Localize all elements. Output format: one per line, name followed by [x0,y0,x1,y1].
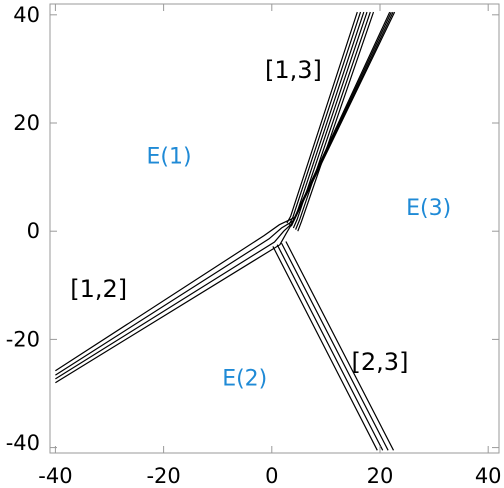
x-tick-labels: -40 -20 0 20 40 [38,464,501,488]
region-label: E(3) [406,196,451,221]
contour-line-13 [295,11,371,230]
plot-frame [49,3,500,454]
contour-line-6 [276,244,384,451]
y-tick-label: 40 [13,3,40,27]
x-tick-label: 20 [367,464,394,488]
y-tick-label: 20 [13,111,40,135]
contour-line-10 [288,11,362,225]
contour-line-7 [280,242,389,451]
x-tick-label: -20 [146,464,180,488]
contour-lines [55,11,396,451]
region-label: E(2) [222,366,267,391]
region-labels: E(1) E(2) E(3) [146,144,451,391]
y-tick-label: -20 [6,327,40,351]
wall-labels: [1,3] [1,2] [2,3] [70,56,408,376]
contour-line-12 [292,11,368,229]
contour-line-8 [285,241,395,451]
y-tick-labels: -40 -20 0 20 40 [6,3,40,455]
y-tick-label: -40 [6,431,40,455]
contour-line-11 [290,11,365,227]
x-tick-label: -40 [38,464,72,488]
wall-label: [2,3] [352,348,409,376]
contour-line-2 [55,11,392,380]
y-tick-label: 0 [27,219,40,243]
contour-line-14 [297,11,375,232]
wall-label: [1,2] [70,275,127,303]
wall-label: [1,3] [265,56,322,84]
x-tick-label: 40 [475,464,502,488]
contour-line-5 [272,246,378,451]
axis-ticks [50,4,499,453]
x-tick-label: 0 [265,464,278,488]
contour-line-4 [55,11,396,372]
contour-line-1 [55,11,391,384]
contour-line-9 [286,11,358,224]
region-label: E(1) [146,144,191,169]
